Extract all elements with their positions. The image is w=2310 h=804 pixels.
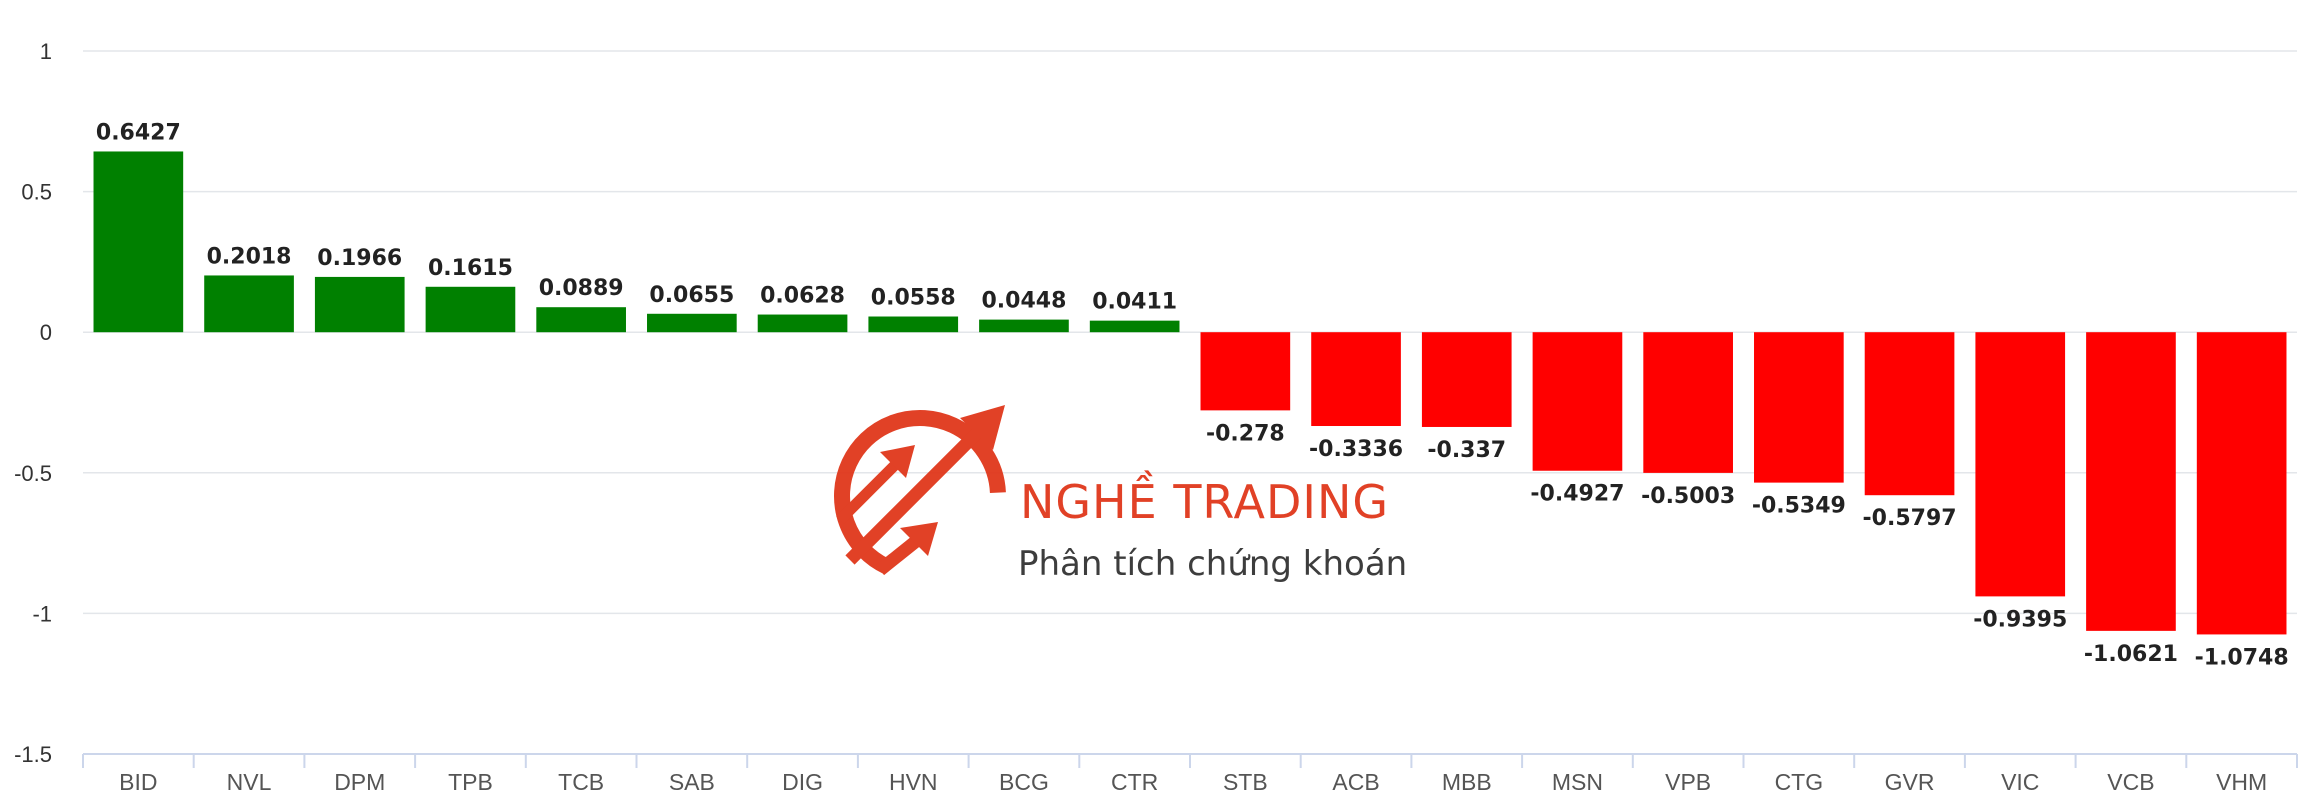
data-label-bid: 0.6427 <box>96 120 181 145</box>
data-label-vic: -0.9395 <box>1973 607 2067 632</box>
data-label-stb: -0.278 <box>1206 421 1285 446</box>
x-tick-label-gvr: GVR <box>1885 769 1935 795</box>
bar-vhm <box>2196 332 2287 635</box>
data-label-msn: -0.4927 <box>1530 482 1624 507</box>
x-tick-label-nvl: NVL <box>227 769 272 795</box>
data-label-gvr: -0.5797 <box>1863 506 1957 531</box>
data-labels: 0.6427 0.2018 0.1966 0.1615 0.0889 0.0655 0.06… <box>96 120 2289 670</box>
data-label-tpb: 0.1615 <box>428 256 513 281</box>
data-label-mbb: -0.337 <box>1427 438 1506 463</box>
bar-vpb <box>1643 332 1733 473</box>
data-label-ctr: 0.0411 <box>1092 290 1177 315</box>
data-label-nvl: 0.2018 <box>207 244 292 269</box>
y-tick-label: 1 <box>40 39 52 64</box>
x-tick-label-vic: VIC <box>2001 769 2039 795</box>
bar-dpm <box>314 276 405 333</box>
x-tick-label-dpm: DPM <box>334 769 385 795</box>
x-tick-label-ctg: CTG <box>1775 769 1824 795</box>
data-label-acb: -0.3336 <box>1309 437 1403 462</box>
x-tick-label-vcb: VCB <box>2107 769 2154 795</box>
x-tick-label-sab: SAB <box>669 769 715 795</box>
x-tick-label-tcb: TCB <box>558 769 604 795</box>
bar-ctr <box>1089 320 1180 333</box>
y-tick-label: 0 <box>40 320 52 345</box>
y-tick-label: -0.5 <box>14 461 52 486</box>
data-label-vhm: -1.0748 <box>2195 645 2289 670</box>
x-tick-label-tpb: TPB <box>448 769 493 795</box>
data-label-vpb: -0.5003 <box>1641 484 1735 509</box>
bar-vcb <box>2086 332 2176 631</box>
x-tick-label-msn: MSN <box>1552 769 1603 795</box>
x-tick-label-bcg: BCG <box>999 769 1049 795</box>
watermark-logo: NGHỀ TRADING Phân tích chứng khoán <box>834 405 1407 584</box>
x-tick-label-ctr: CTR <box>1111 769 1158 795</box>
gridlines <box>83 50 2297 615</box>
data-label-dig: 0.0628 <box>760 284 845 309</box>
x-tick-label-bid: BID <box>119 769 157 795</box>
bar-stb <box>1200 332 1291 411</box>
x-tick-label-dig: DIG <box>782 769 823 795</box>
x-axis: BID NVL DPM TPB TCB SAB DIG HVN BCG CTR STB ACB MBB M… <box>82 753 2298 795</box>
bar-sab <box>647 313 737 333</box>
data-label-bcg: 0.0448 <box>981 289 1066 314</box>
y-tick-label: -1 <box>32 601 52 626</box>
x-tick-label-hvn: HVN <box>889 769 938 795</box>
watermark-brand: NGHỀ TRADING <box>1020 470 1389 529</box>
bar-msn <box>1532 332 1623 471</box>
data-label-sab: 0.0655 <box>649 283 734 308</box>
watermark-tagline: Phân tích chứng khoán <box>1018 544 1407 584</box>
data-label-tcb: 0.0889 <box>539 276 624 301</box>
data-label-vcb: -1.0621 <box>2084 642 2178 667</box>
bar-tcb <box>536 307 626 333</box>
y-tick-label: 0.5 <box>21 180 52 205</box>
x-tick-label-acb: ACB <box>1332 769 1379 795</box>
data-label-dpm: 0.1966 <box>317 246 402 271</box>
data-label-hvn: 0.0558 <box>871 286 956 311</box>
x-tick-label-vhm: VHM <box>2216 769 2267 795</box>
bar-nvl <box>204 275 294 333</box>
bar-hvn <box>868 316 959 333</box>
bar-vic <box>1975 332 2066 597</box>
bar-ctg <box>1754 332 1844 483</box>
y-axis-ticks: 1 0.5 0 -0.5 -1 -1.5 <box>14 39 52 767</box>
bars <box>93 151 2287 635</box>
x-tick-label-stb: STB <box>1223 769 1268 795</box>
bar-gvr <box>1864 332 1955 496</box>
bar-bid <box>93 151 184 333</box>
x-tick-label-vpb: VPB <box>1665 769 1711 795</box>
bar-bcg <box>979 319 1069 333</box>
y-tick-label: -1.5 <box>14 742 52 767</box>
bar-acb <box>1311 332 1401 427</box>
x-tick-label-mbb: MBB <box>1442 769 1492 795</box>
trading-logo-icon <box>834 405 1006 582</box>
bar-tpb <box>425 286 516 333</box>
bar-dig <box>757 314 848 333</box>
bar-mbb <box>1421 332 1512 427</box>
data-label-ctg: -0.5349 <box>1752 494 1846 519</box>
